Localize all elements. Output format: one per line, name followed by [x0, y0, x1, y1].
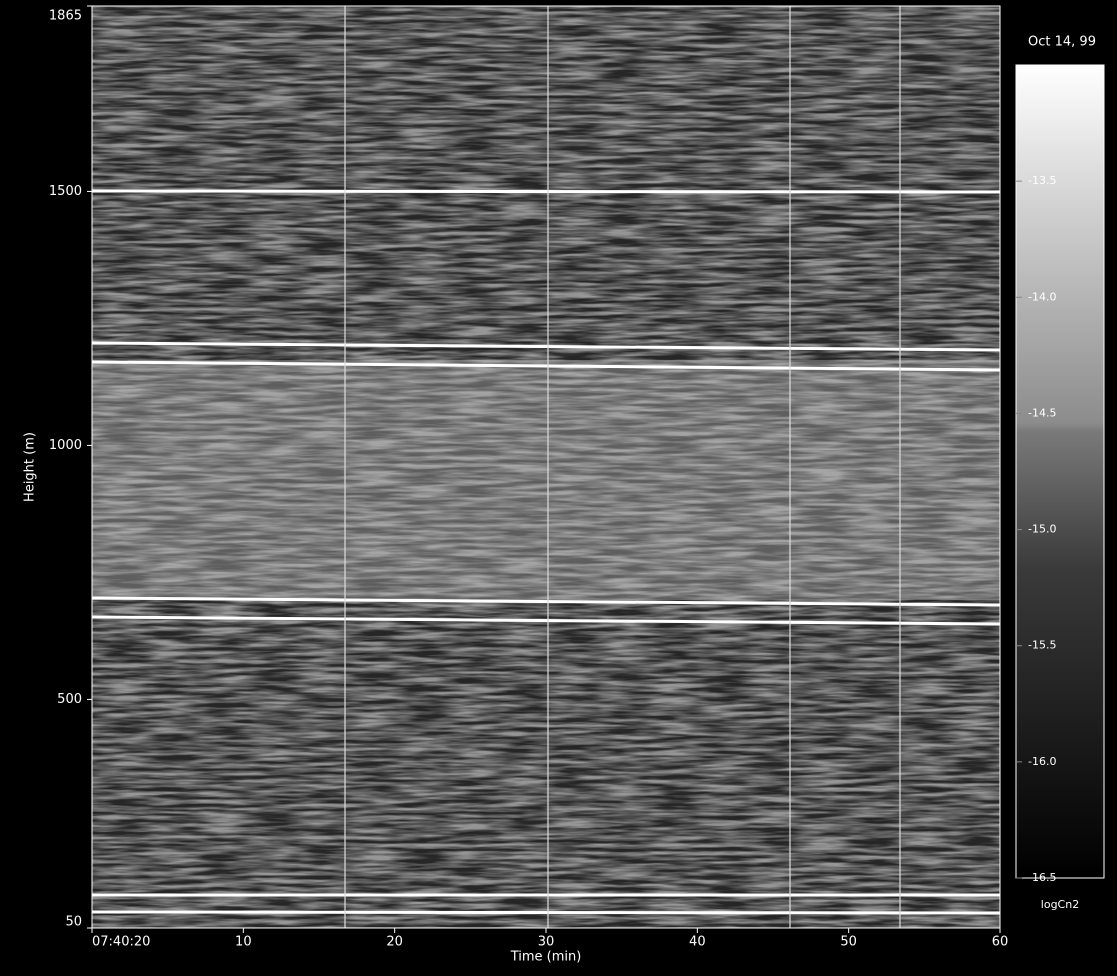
x-tick-label: 20: [386, 935, 403, 950]
x-tick-label: 10: [235, 935, 252, 950]
x-tick-label: 07:40:20: [92, 935, 150, 950]
colorbar-tick-label: -14.5: [1028, 406, 1056, 419]
chart: Height (m) Time (min) Oct 14, 99 logCn2 …: [0, 0, 1117, 972]
x-tick-label: 50: [840, 935, 857, 950]
y-tick-label: 500: [57, 692, 82, 707]
x-tick-label: 30: [538, 935, 555, 950]
colorbar-tick-label: -14.0: [1028, 290, 1056, 303]
colorbar-tick-label: -16.0: [1028, 755, 1056, 768]
x-axis-title: Time (min): [510, 950, 582, 965]
plot-texture: [92, 6, 1000, 928]
colorbar-tick-label: -16.5: [1028, 871, 1056, 884]
colorbar-tick-label: -13.5: [1028, 174, 1056, 187]
y-tick-label: 50: [65, 915, 82, 930]
chart-title: Oct 14, 99: [1028, 35, 1096, 50]
colorbar-tick-label: -15.0: [1028, 523, 1056, 536]
page: {"chart_data": {"type": "heatmap", "titl…: [0, 0, 1117, 972]
x-tick-label: 40: [689, 935, 706, 950]
colorbar-tick-label: -15.5: [1028, 639, 1056, 652]
y-tick-label: 1865: [49, 9, 82, 24]
colorbar-label: logCn2: [1041, 898, 1079, 911]
x-tick-label: 60: [992, 935, 1009, 950]
y-tick-label: 1000: [49, 438, 82, 453]
y-axis-title: Height (m): [23, 432, 38, 502]
y-tick-label: 1500: [49, 184, 82, 199]
